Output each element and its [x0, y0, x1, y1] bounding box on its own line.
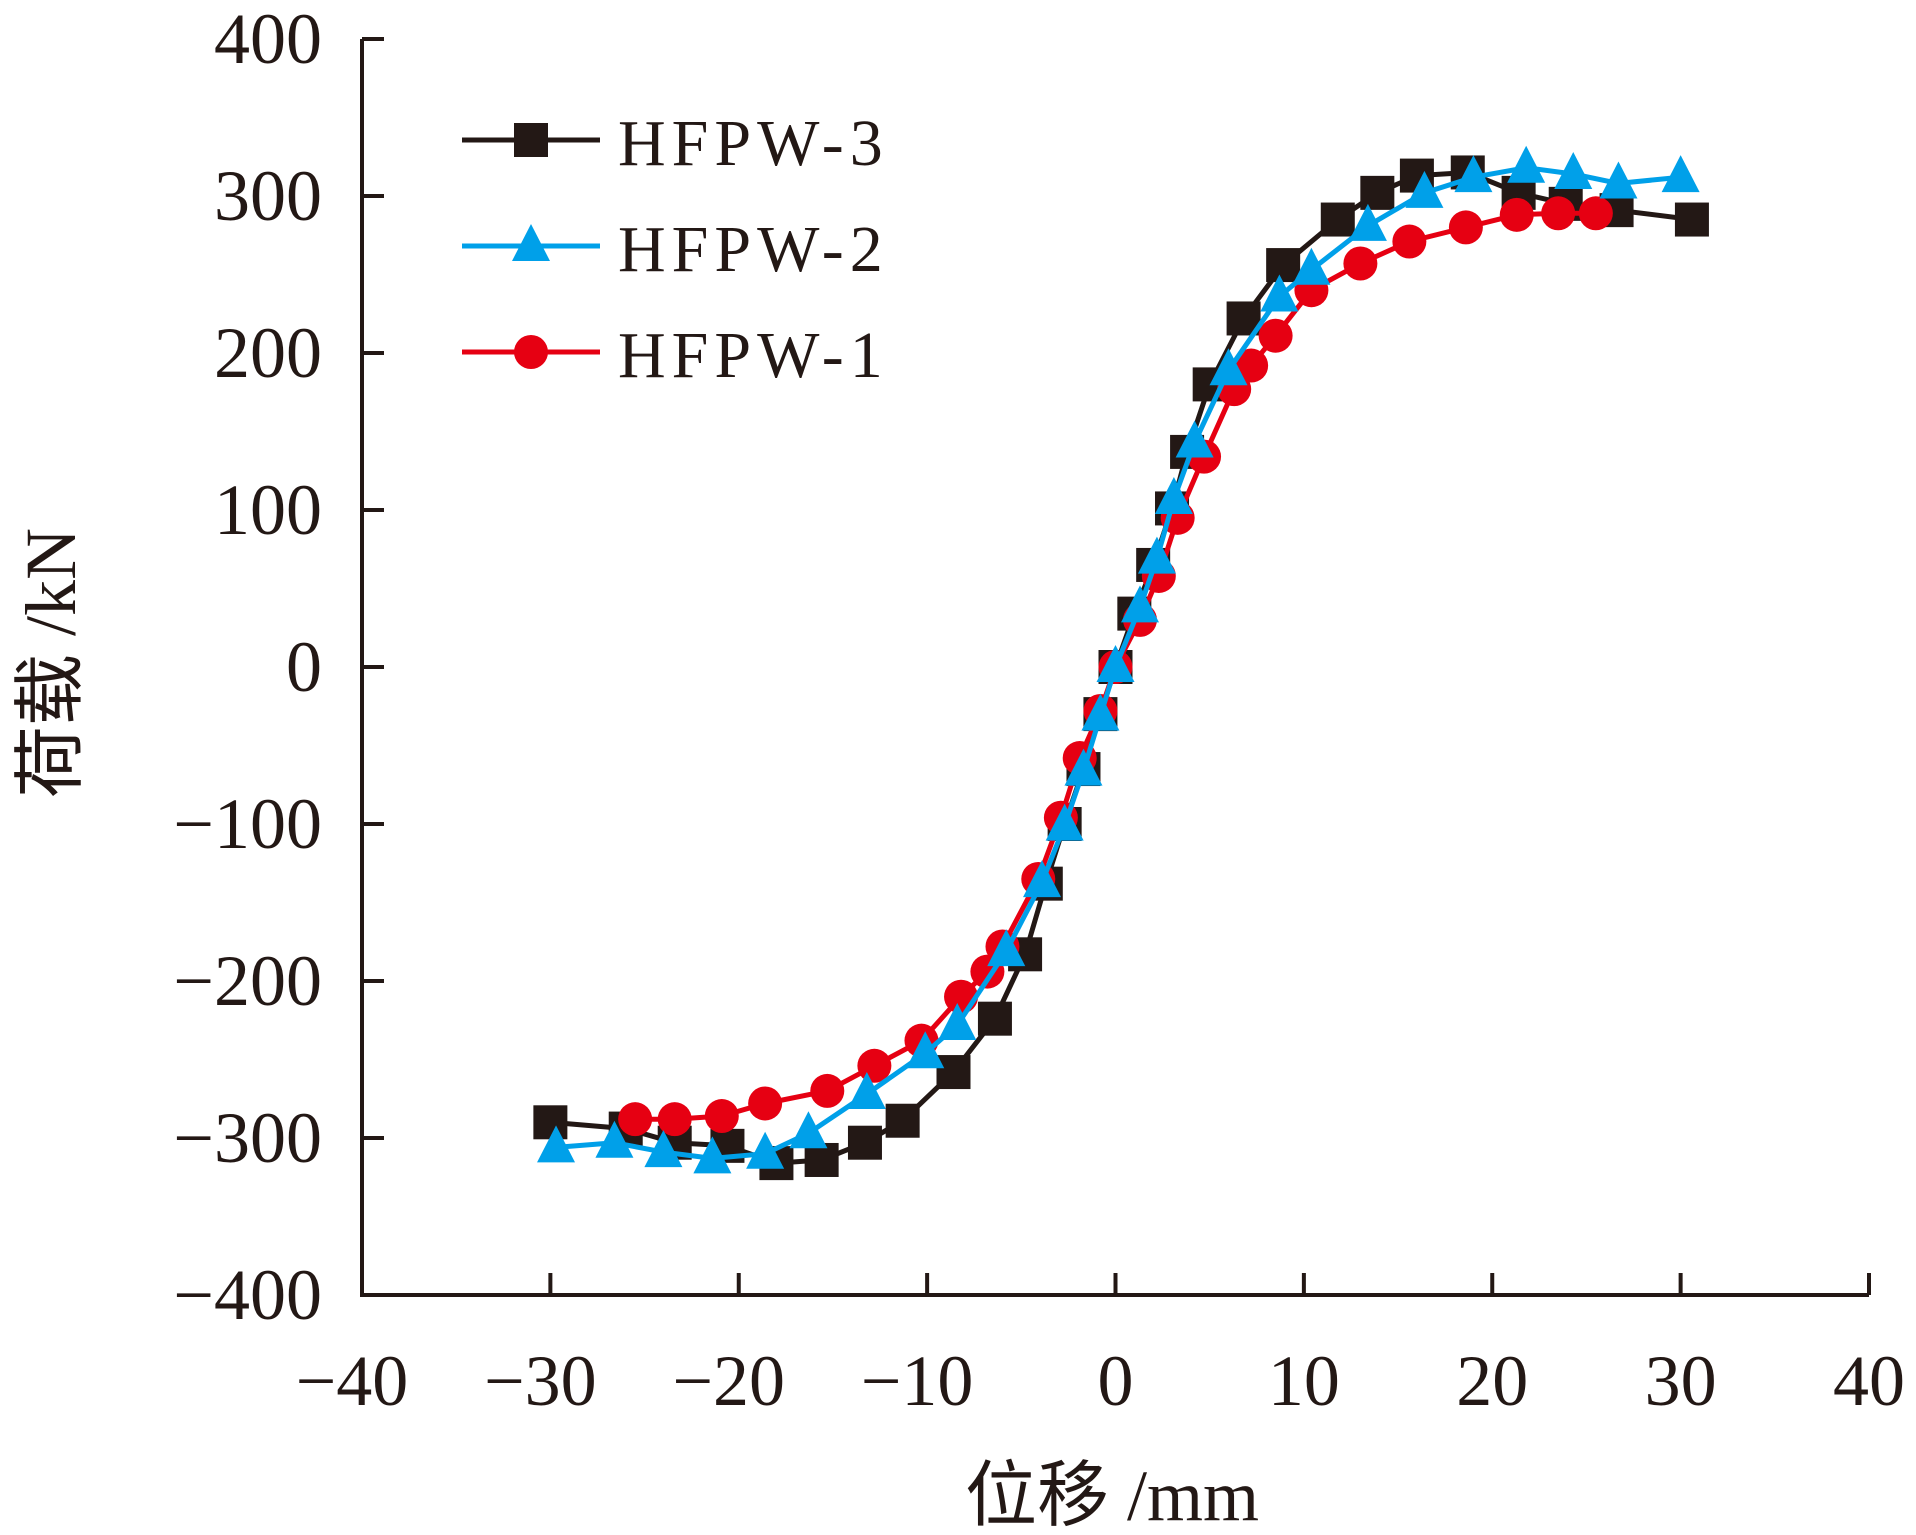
triangle-marker-icon: [512, 224, 550, 261]
data-point: [1499, 197, 1534, 232]
y-tick-label: 0: [286, 627, 322, 707]
data-point: [704, 1099, 739, 1134]
y-tick-label: −100: [173, 784, 322, 864]
data-point: [1064, 748, 1103, 786]
legend-item: HFPW-3: [462, 107, 889, 180]
x-tick-label: 20: [1456, 1341, 1528, 1421]
data-point: [1258, 318, 1293, 353]
y-tick-label: −200: [173, 941, 322, 1021]
data-point: [533, 1105, 568, 1140]
data-point: [1081, 693, 1120, 731]
x-tick-label: 10: [1268, 1341, 1340, 1421]
data-point: [1292, 247, 1331, 285]
data-point: [1096, 645, 1135, 682]
data-point: [1175, 420, 1214, 458]
x-tick-label: 40: [1833, 1341, 1905, 1421]
data-point: [1120, 585, 1159, 623]
data-point: [987, 929, 1026, 967]
data-point: [1320, 202, 1355, 237]
data-point: [938, 1002, 977, 1040]
legend: HFPW-3 HFPW-2 HFPW-1: [462, 107, 889, 392]
data-point: [1154, 477, 1193, 515]
series-hfpw-2: [537, 145, 1700, 1174]
x-tick-label: 0: [1098, 1341, 1134, 1421]
data-point: [1234, 348, 1269, 383]
data-point: [537, 1125, 576, 1163]
data-point: [1448, 210, 1483, 245]
data-point: [746, 1131, 785, 1169]
data-point: [1661, 155, 1700, 193]
data-point: [804, 1142, 839, 1177]
data-point: [644, 1130, 683, 1168]
data-point: [748, 1086, 783, 1121]
legend-label: HFPW-2: [618, 213, 889, 286]
legend-item: HFPW-2: [462, 213, 889, 286]
series-layer: [533, 145, 1709, 1181]
x-tick-label: −10: [861, 1341, 974, 1421]
legend-item: HFPW-1: [462, 319, 889, 392]
data-point: [693, 1136, 732, 1174]
data-point: [1405, 170, 1444, 208]
data-point: [1392, 224, 1427, 259]
circle-marker-icon: [514, 335, 548, 369]
x-tick-label: −30: [484, 1341, 597, 1421]
data-point: [1554, 152, 1593, 190]
data-point: [1343, 246, 1378, 281]
data-point: [810, 1073, 845, 1108]
data-point: [1348, 203, 1387, 241]
data-point: [847, 1125, 882, 1160]
data-point: [1674, 202, 1709, 237]
data-point: [1266, 248, 1301, 283]
legend-label: HFPW-3: [618, 107, 889, 180]
data-point: [1360, 175, 1395, 210]
data-point: [1045, 803, 1084, 841]
y-tick-label: 100: [214, 470, 322, 550]
data-point: [1260, 274, 1299, 312]
data-point: [977, 1001, 1012, 1036]
x-axis-title: 位移 /mm: [965, 1456, 1259, 1535]
legend-label: HFPW-1: [618, 319, 889, 392]
data-point: [595, 1120, 634, 1158]
data-point: [1507, 145, 1546, 183]
data-point: [885, 1103, 920, 1138]
y-tick-label: 400: [214, 0, 322, 79]
data-point: [1023, 860, 1062, 898]
data-point: [789, 1111, 828, 1149]
data-point: [1541, 196, 1576, 231]
y-axis-title: 荷载 /kN: [11, 528, 91, 798]
square-marker-icon: [514, 123, 548, 157]
data-point: [936, 1055, 971, 1090]
data-point: [657, 1102, 692, 1137]
x-tick-label: −40: [296, 1341, 409, 1421]
y-tick-label: −400: [173, 1255, 322, 1335]
y-tick-label: −300: [173, 1098, 322, 1178]
data-point: [1599, 161, 1638, 199]
x-tick-label: −20: [672, 1341, 785, 1421]
data-point: [618, 1102, 653, 1137]
data-point: [1137, 536, 1176, 574]
data-point: [1209, 348, 1248, 386]
y-tick-label: 200: [214, 313, 322, 393]
y-tick-label: 300: [214, 156, 322, 236]
data-point: [847, 1072, 886, 1110]
data-point: [1578, 196, 1613, 231]
data-point: [906, 1031, 945, 1069]
data-point: [944, 979, 979, 1014]
data-point: [1454, 155, 1493, 193]
x-tick-label: 30: [1645, 1341, 1717, 1421]
